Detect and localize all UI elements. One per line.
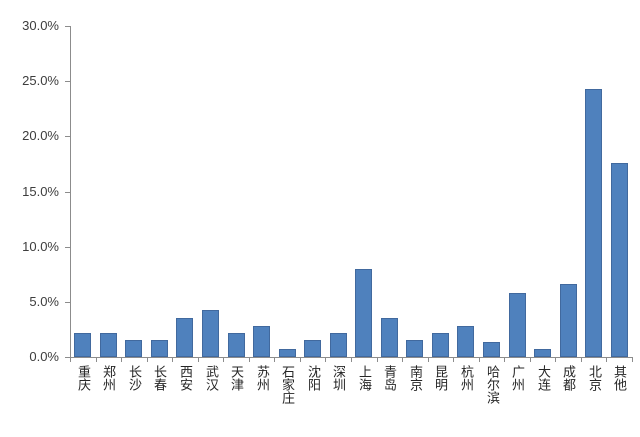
x-category-label: 天津	[229, 365, 244, 391]
bar	[509, 293, 526, 357]
x-category-label: 武汉	[204, 365, 219, 391]
x-tick	[223, 358, 224, 362]
x-category-label: 长沙	[127, 365, 142, 391]
x-tick	[632, 358, 633, 362]
x-category-label: 西安	[178, 365, 193, 391]
bar	[560, 284, 577, 357]
bar	[355, 269, 372, 357]
x-tick	[274, 358, 275, 362]
x-category-label: 石家庄	[280, 365, 295, 404]
x-tick	[121, 358, 122, 362]
bar	[253, 326, 270, 357]
x-tick	[198, 358, 199, 362]
x-tick	[479, 358, 480, 362]
bar	[432, 333, 449, 357]
bar	[304, 340, 321, 357]
bar	[483, 342, 500, 357]
bar	[534, 349, 551, 357]
x-tick	[555, 358, 556, 362]
x-tick	[351, 358, 352, 362]
x-tick	[325, 358, 326, 362]
y-tick	[65, 247, 70, 248]
x-tick	[504, 358, 505, 362]
x-tick	[530, 358, 531, 362]
y-tick-label: 5.0%	[29, 294, 59, 309]
y-tick-label: 15.0%	[22, 184, 59, 199]
x-tick	[96, 358, 97, 362]
bar	[330, 333, 347, 357]
bar	[74, 333, 91, 357]
x-category-label: 杭州	[459, 365, 474, 391]
x-category-label: 广州	[510, 365, 525, 391]
x-category-label: 昆明	[433, 365, 448, 391]
y-tick	[65, 302, 70, 303]
x-category-label: 成都	[561, 365, 576, 391]
x-category-label: 重庆	[76, 365, 91, 391]
x-category-label: 苏州	[255, 365, 270, 391]
x-category-label: 北京	[587, 365, 602, 391]
x-category-label: 上海	[357, 365, 372, 391]
bar	[457, 326, 474, 357]
x-tick	[581, 358, 582, 362]
x-category-label: 南京	[408, 365, 423, 391]
x-tick	[453, 358, 454, 362]
x-axis-line	[70, 357, 633, 358]
bar	[100, 333, 117, 357]
x-category-label: 长春	[152, 365, 167, 391]
x-tick	[606, 358, 607, 362]
x-tick	[147, 358, 148, 362]
y-tick-label: 25.0%	[22, 73, 59, 88]
x-tick	[428, 358, 429, 362]
x-category-label: 其他	[612, 365, 627, 391]
y-tick	[65, 192, 70, 193]
x-tick	[172, 358, 173, 362]
bar	[381, 318, 398, 357]
x-tick	[377, 358, 378, 362]
x-tick	[402, 358, 403, 362]
y-tick	[65, 26, 70, 27]
x-category-label: 郑州	[101, 365, 116, 391]
x-tick	[300, 358, 301, 362]
bar	[611, 163, 628, 357]
x-category-label: 深圳	[331, 365, 346, 391]
y-tick-label: 0.0%	[29, 349, 59, 364]
y-tick	[65, 357, 70, 358]
y-tick	[65, 81, 70, 82]
x-tick	[249, 358, 250, 362]
bar	[151, 340, 168, 357]
bar	[125, 340, 142, 357]
x-category-label: 沈阳	[306, 365, 321, 391]
y-tick-label: 30.0%	[22, 18, 59, 33]
bar	[406, 340, 423, 357]
bar	[279, 349, 296, 357]
bar	[585, 89, 602, 357]
x-category-label: 大连	[536, 365, 551, 391]
x-category-label: 哈尔滨	[485, 365, 500, 404]
bar	[176, 318, 193, 357]
bar	[228, 333, 245, 357]
bar	[202, 310, 219, 357]
x-category-label: 青岛	[382, 365, 397, 391]
y-axis-line	[70, 26, 71, 358]
y-tick	[65, 136, 70, 137]
y-tick-label: 10.0%	[22, 239, 59, 254]
x-tick	[70, 358, 71, 362]
y-tick-label: 20.0%	[22, 128, 59, 143]
